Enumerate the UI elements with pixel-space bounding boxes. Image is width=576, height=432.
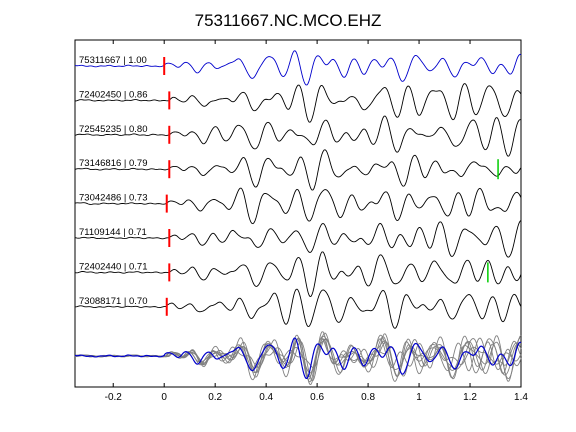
plot-frame bbox=[74, 39, 522, 388]
trace-line bbox=[74, 288, 522, 329]
trace-line bbox=[74, 83, 522, 123]
trace-line bbox=[74, 50, 522, 86]
trace-label: 71109144 | 0.71 bbox=[79, 227, 147, 238]
trace-label: 73088171 | 0.70 bbox=[79, 296, 148, 307]
trace-8: 73088171 | 0.70 bbox=[74, 288, 522, 329]
trace-4: 73146816 | 0.79 bbox=[74, 149, 522, 191]
trace-line bbox=[74, 251, 522, 298]
trace-line bbox=[74, 187, 522, 225]
trace-line bbox=[74, 220, 522, 258]
trace-6: 71109144 | 0.71 bbox=[74, 220, 522, 258]
x-tick-label: 0.4 bbox=[259, 392, 273, 403]
chart-title: 75311667.NC.MCO.EHZ bbox=[195, 11, 382, 30]
stack-trace bbox=[74, 337, 522, 380]
trace-7: 72402440 | 0.71 bbox=[74, 251, 522, 298]
x-tick-label: 1.4 bbox=[514, 392, 528, 403]
trace-line bbox=[74, 115, 522, 157]
trace-line bbox=[74, 149, 522, 191]
x-tick-label: 1.2 bbox=[463, 392, 477, 403]
trace-label: 72402450 | 0.86 bbox=[79, 89, 148, 100]
trace-3: 72545235 | 0.80 bbox=[74, 115, 522, 157]
x-tick-label: 0.2 bbox=[208, 392, 222, 403]
trace-label: 75311667 | 1.00 bbox=[79, 55, 147, 66]
trace-label: 73042486 | 0.73 bbox=[79, 193, 148, 204]
x-tick-label: 0.8 bbox=[361, 392, 375, 403]
trace-label: 72402440 | 0.71 bbox=[79, 261, 148, 272]
x-tick-label: 1 bbox=[416, 392, 422, 403]
trace-5: 73042486 | 0.73 bbox=[74, 187, 522, 225]
trace-2: 72402450 | 0.86 bbox=[74, 83, 522, 123]
x-axis: -0.2 0 0.2 0.4 0.6 0.8 1 1.2 1.4 bbox=[105, 40, 528, 403]
x-tick-label: 0 bbox=[161, 392, 167, 403]
trace-1: 75311667 | 1.00 bbox=[74, 50, 522, 86]
x-tick-label: 0.6 bbox=[310, 392, 324, 403]
trace-group: 75311667 | 1.00 72402450 | 0.86 72545235 |… bbox=[74, 50, 522, 329]
trace-label: 72545235 | 0.80 bbox=[79, 124, 148, 135]
x-tick-label: -0.2 bbox=[105, 392, 123, 403]
stack-group bbox=[74, 331, 522, 386]
trace-label: 73146816 | 0.79 bbox=[79, 158, 148, 169]
